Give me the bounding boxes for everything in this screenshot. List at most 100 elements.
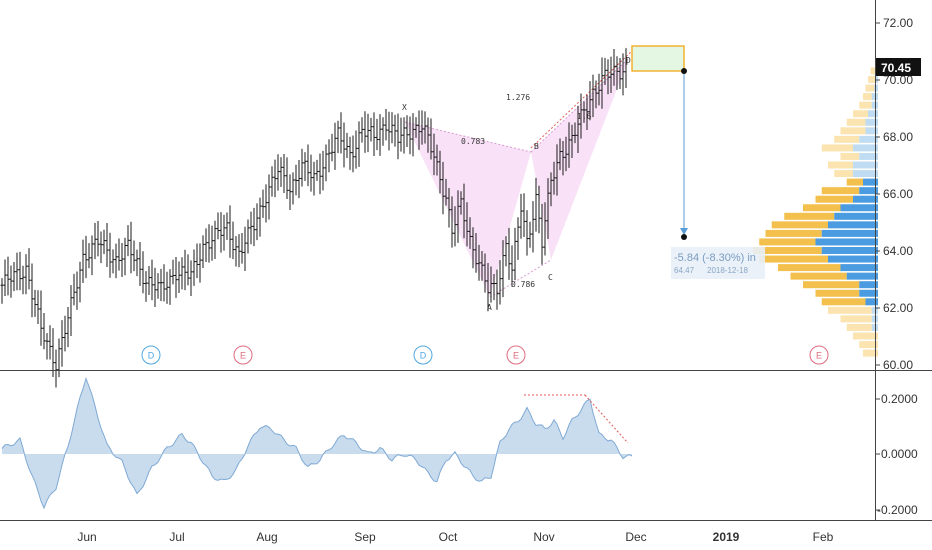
price-bar [48, 325, 52, 360]
price-bar [258, 197, 262, 237]
price-bar [357, 121, 361, 167]
earnings-marker[interactable]: E [809, 345, 829, 365]
dividend-marker[interactable]: D [413, 345, 433, 365]
price-bar [516, 217, 520, 260]
price-bar [339, 112, 343, 154]
price-bar [141, 251, 145, 294]
volume-profile-row [846, 272, 878, 280]
volume-profile-row [753, 247, 822, 254]
volume-profile-row [821, 144, 853, 152]
price-bar [282, 154, 286, 194]
price-bar [465, 202, 469, 247]
price-bar [414, 117, 418, 138]
price-bar [168, 269, 172, 305]
price-bar [555, 144, 559, 196]
time-label: Nov [533, 530, 554, 544]
indicator-axis[interactable]: 0.2000 0.0000 -0.2000 [876, 392, 918, 517]
volume-profile-row [784, 212, 835, 220]
price-bar [228, 205, 232, 258]
volume-profile-row [870, 67, 878, 75]
price-bar [552, 161, 556, 195]
price-bar [549, 172, 553, 207]
price-bar [540, 203, 544, 265]
price-bar [0, 278, 4, 304]
price-bar [66, 307, 70, 348]
price-bar [429, 118, 433, 160]
price-bar [237, 234, 241, 268]
price-bar [321, 150, 325, 191]
price-bar [159, 268, 163, 302]
price-bar [318, 153, 322, 195]
price-bar [447, 188, 451, 228]
volume-profile-row [865, 84, 875, 92]
price-bar [315, 159, 319, 181]
volume-profile-row [821, 247, 878, 254]
price-bar [108, 232, 112, 278]
volume-profile-row [853, 170, 878, 178]
earnings-marker[interactable]: E [506, 345, 526, 365]
price-bar [240, 232, 244, 264]
price-bar [462, 183, 466, 239]
price-bar [513, 227, 517, 281]
price-bar [120, 242, 124, 277]
price-tick-label: 72.00 [883, 16, 913, 30]
volume-profile-row [859, 281, 878, 289]
price-bar [177, 261, 181, 293]
volume-profile-row [821, 229, 878, 237]
projection-start-handle[interactable] [681, 68, 687, 74]
price-bar [9, 265, 13, 298]
dividend-marker[interactable]: D [141, 345, 161, 365]
price-bar [300, 148, 304, 187]
price-bar [591, 74, 595, 118]
current-price-badge [876, 58, 921, 76]
price-bar [261, 189, 265, 218]
price-bar [276, 154, 280, 191]
event-label: D [420, 351, 427, 361]
event-markers[interactable]: D E D E E [141, 345, 829, 365]
price-bar [3, 259, 7, 297]
price-tick-label: 62.00 [883, 301, 913, 315]
volume-profile-row [840, 204, 878, 212]
price-bar [609, 56, 613, 93]
event-label: E [816, 351, 822, 361]
volume-profile-row [871, 306, 878, 314]
price-bar [297, 160, 301, 199]
price-bar [579, 93, 583, 139]
price-target-projection[interactable]: -5.84 (-8.30%) in 64.47 2018-12-18 [631, 45, 765, 279]
volume-profile-row [815, 238, 878, 246]
price-axis[interactable]: 72.00 70.00 68.00 66.00 64.00 62.00 60.0… [876, 16, 921, 372]
pattern-point-d: D [626, 56, 631, 65]
price-bar [396, 113, 400, 160]
projection-end-handle[interactable] [681, 234, 687, 240]
indicator-tick-label: -0.2000 [877, 503, 918, 517]
volume-profile-row [859, 135, 878, 143]
price-bar [288, 174, 292, 211]
pattern-point-a: A [487, 303, 492, 312]
price-bar [216, 212, 220, 240]
price-bar [144, 271, 148, 302]
price-tick-label: 66.00 [883, 187, 913, 201]
price-bar [234, 236, 238, 267]
current-price-label: 70.45 [881, 61, 911, 75]
price-bar [96, 221, 100, 257]
price-bar [348, 136, 352, 170]
price-bar [435, 144, 439, 176]
time-axis[interactable]: Jun Jul Aug Sep Oct Nov Dec 2019 Feb [77, 530, 833, 544]
price-bar [45, 333, 49, 360]
price-bar [417, 110, 421, 150]
price-bar [402, 117, 406, 154]
harmonic-pattern[interactable] [404, 50, 633, 298]
price-bar [129, 221, 133, 274]
earnings-marker[interactable]: E [233, 345, 253, 365]
oscillator-indicator [1, 377, 633, 510]
pattern-dotted-xb [404, 121, 532, 153]
price-bar [573, 122, 577, 144]
volume-profile-row [859, 101, 872, 109]
price-bar [393, 114, 397, 147]
price-bar [327, 139, 331, 173]
price-bar [624, 48, 628, 89]
price-bar [489, 266, 493, 303]
event-label: E [513, 351, 519, 361]
target-zone-box[interactable] [631, 45, 685, 72]
